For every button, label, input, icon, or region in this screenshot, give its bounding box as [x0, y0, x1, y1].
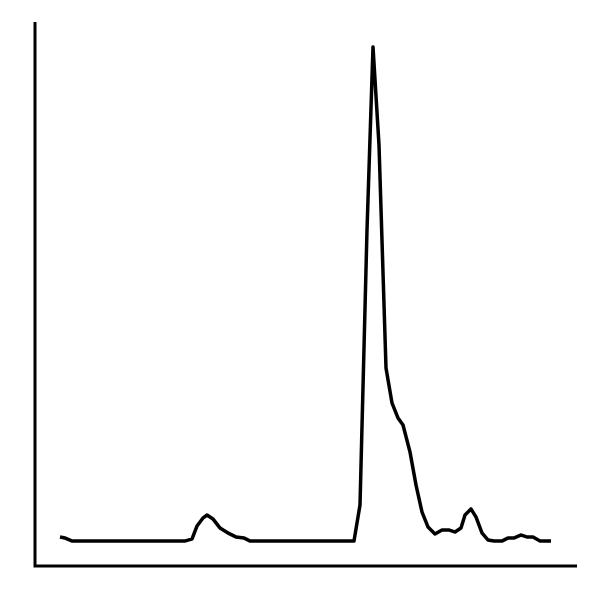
axes [33, 22, 577, 568]
data-line [59, 45, 551, 543]
